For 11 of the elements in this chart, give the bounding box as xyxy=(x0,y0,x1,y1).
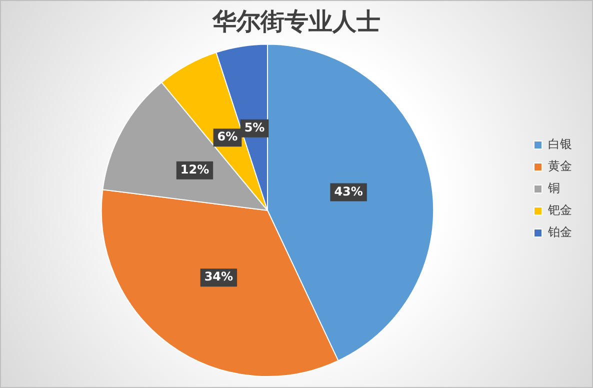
chart-title: 华尔街专业人士 xyxy=(212,8,380,36)
legend-label: 黄金 xyxy=(548,159,572,174)
legend-label: 铂金 xyxy=(547,225,572,240)
data-label: 12% xyxy=(180,162,210,177)
data-label: 34% xyxy=(204,270,234,284)
data-label: 6% xyxy=(217,130,238,144)
legend-label: 铜 xyxy=(547,181,560,196)
legend-label: 白银 xyxy=(548,137,572,152)
legend-label: 钯金 xyxy=(547,203,572,218)
data-label: 5% xyxy=(244,120,265,134)
data-label: 43% xyxy=(334,184,363,198)
